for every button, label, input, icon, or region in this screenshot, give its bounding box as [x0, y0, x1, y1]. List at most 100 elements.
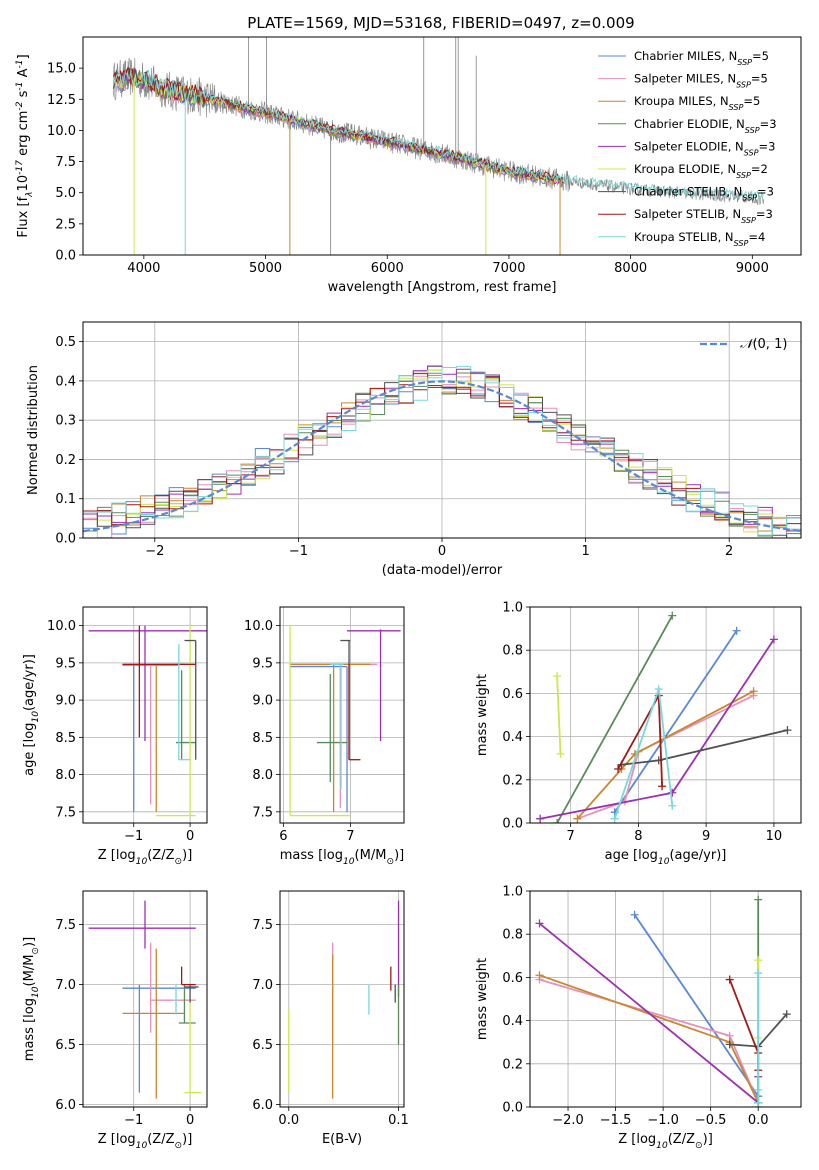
axes-frame — [82, 321, 802, 539]
text-span: Kroupa STELIB, N — [634, 230, 734, 244]
x-tick-label: 0.0 — [278, 1113, 299, 1128]
text-span: (age/yr)] — [669, 848, 726, 863]
legend-label: Salpeter STELIB, NSSP=3 — [634, 207, 773, 225]
y-tick-label: 0.8 — [502, 928, 523, 943]
text-span: E(B-V) — [322, 1132, 362, 1147]
y-tick-label: 6.0 — [252, 1098, 273, 1113]
axes-frame — [82, 36, 802, 256]
text-span: )] — [22, 937, 37, 947]
x-tick-label: −1.5 — [600, 1113, 632, 1128]
text-span: SSP — [745, 125, 760, 134]
x-tick-label: 0 — [438, 544, 446, 559]
x-tick-label: 6 — [279, 829, 287, 844]
text-span: age [log — [605, 848, 658, 863]
axes-frame — [82, 606, 208, 824]
x-axis-label: (data-model)/error — [382, 563, 503, 578]
x-tick-label: −1 — [124, 829, 143, 844]
plot-area — [530, 891, 801, 1107]
histogram-step — [83, 366, 801, 538]
text-span: (0, 1) — [752, 337, 787, 352]
axes-age-vs-mass: 6 7 7.5 8.0 8.5 9.0 9.5 10.0 mass [log10(M/M⊙)] — [244, 606, 405, 867]
text-span: (Z/Z — [668, 1132, 695, 1147]
x-tick-label: 7000 — [492, 261, 525, 276]
x-axis-label: Z [log10(Z/Z⊙)] — [98, 848, 193, 867]
x-tick-label: 5000 — [249, 261, 282, 276]
axes-mass-vs-ebv: 0.0 0.1 6.0 6.5 7.0 7.5 E(B-V) — [252, 890, 409, 1147]
plot-content — [88, 900, 202, 1099]
y-tick-label: 0.0 — [55, 532, 76, 547]
x-axis-label: mass [log10(M/M⊙)] — [280, 848, 404, 867]
weight-marker — [553, 672, 562, 681]
text-span: Z [log — [98, 848, 136, 863]
y-tick-label: 8.5 — [252, 731, 273, 746]
y-tick-label: 0.6 — [502, 687, 523, 702]
text-span: =3 — [760, 117, 777, 131]
y-tick-label: 9.5 — [55, 656, 76, 671]
axes-mass-vs-Z: −1 06.06.57.07.5Z [log10(Z/Z⊙)]mass [log1… — [22, 890, 208, 1151]
y-tick-label: 1.0 — [502, 601, 523, 616]
y-tick-label: 7.5 — [55, 805, 76, 820]
text-span: 10 — [136, 857, 148, 867]
weight-marker — [573, 814, 582, 823]
x-tick-label: 8 — [634, 829, 642, 844]
weight-marker — [754, 895, 763, 904]
text-span: =3 — [758, 139, 775, 153]
text-span: Salpeter ELODIE, N — [634, 139, 744, 153]
y-tick-label: 10.0 — [244, 619, 273, 634]
x-tick-label: 7 — [567, 829, 575, 844]
text-span: 10 — [136, 1141, 148, 1151]
legend-label: Kroupa ELODIE, NSSP=2 — [634, 162, 768, 180]
figure-title: PLATE=1569, MJD=53168, FIBERID=0497, z=0… — [247, 14, 634, 32]
y-tick-label: 8.0 — [55, 768, 76, 783]
normal-curve — [83, 380, 801, 533]
text-span: 10 — [16, 175, 31, 192]
x-tick-label: 2 — [725, 544, 733, 559]
plot-content — [288, 900, 400, 1099]
weight-marker — [754, 969, 763, 978]
weight-marker — [536, 814, 545, 823]
x-tick-label: 10 — [766, 829, 783, 844]
y-axis-label: mass [log10(M/M⊙)] — [22, 937, 41, 1061]
text-span: Kroupa ELODIE, N — [634, 162, 736, 176]
weight-line — [556, 676, 562, 754]
y-tick-label: 0.3 — [55, 414, 76, 429]
weight-marker — [668, 788, 677, 797]
text-span: ⊙ — [31, 947, 41, 955]
legend-label: Chabrier STELIB, NSSP=3 — [634, 185, 774, 203]
weight-line — [577, 694, 754, 820]
x-tick-label: −0.5 — [695, 1113, 727, 1128]
plot-content — [88, 625, 207, 817]
weight-marker — [610, 814, 619, 823]
y-tick-label: 0.0 — [502, 1101, 523, 1116]
y-tick-label: 0.4 — [502, 1014, 523, 1029]
text-span: -2 — [15, 101, 25, 110]
y-tick-label: 0.5 — [55, 335, 76, 350]
weight-marker — [556, 749, 565, 758]
weight-marker — [658, 782, 667, 791]
x-tick-label: 0.1 — [388, 1113, 409, 1128]
x-tick-label: 1 — [581, 544, 589, 559]
text-span: mass [log — [280, 848, 343, 863]
text-span: (M/M — [355, 848, 387, 863]
weight-line — [556, 615, 674, 823]
weight-marker — [535, 971, 544, 980]
x-tick-label: −1 — [289, 544, 308, 559]
weight-marker — [754, 1085, 763, 1094]
x-tick-label: 8000 — [614, 261, 647, 276]
y-tick-label: 6.5 — [55, 1038, 76, 1053]
x-tick-label: −2 — [145, 544, 164, 559]
plot-area — [280, 607, 404, 823]
weight-marker — [630, 910, 639, 919]
text-span: SSP — [742, 193, 757, 202]
text-span: -1 — [15, 59, 25, 68]
text-span: s — [16, 90, 31, 101]
x-tick-label: −1 — [124, 1113, 143, 1128]
text-span: SSP — [736, 80, 751, 89]
text-span: ⊙ — [175, 1141, 183, 1151]
y-axis-label: mass weight — [475, 958, 490, 1040]
legend-label: Kroupa STELIB, NSSP=4 — [634, 230, 765, 248]
text-span: 10 — [658, 857, 670, 867]
text-span: mass [log — [22, 998, 37, 1061]
x-tick-label: 9 — [702, 829, 710, 844]
axes-frame — [82, 890, 208, 1108]
